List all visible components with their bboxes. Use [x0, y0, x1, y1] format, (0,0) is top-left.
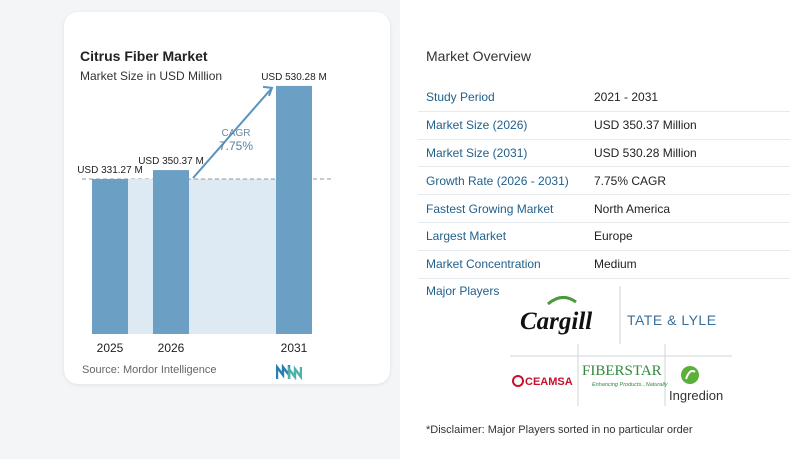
band-fill — [128, 179, 153, 334]
major-players-logos: Cargill TATE & LYLE CEAMSA FIBERSTAR Enh… — [510, 286, 732, 406]
metric-value: 2021 - 2031 — [594, 90, 659, 105]
chart-subtitle: Market Size in USD Million — [80, 69, 223, 83]
metric-label: Market Size (2026) — [426, 118, 528, 133]
cagr-label: CAGR — [222, 128, 251, 139]
bar-2026 — [153, 170, 189, 334]
chart-card: Citrus Fiber Market Market Size in USD M… — [64, 12, 390, 384]
fiberstar-tagline: Enhancing Products...Naturally — [592, 382, 669, 388]
source-note: Source: Mordor Intelligence — [82, 364, 217, 376]
x-tick-label: 2026 — [158, 341, 185, 355]
cagr-arrow — [192, 87, 273, 179]
metric-label: Growth Rate (2026 - 2031) — [426, 173, 569, 188]
tate-and-lyle-logo-text: TATE & LYLE — [627, 312, 717, 328]
cargill-logo: Cargill — [520, 296, 592, 335]
ceamsa-swirl-icon — [512, 375, 524, 387]
bar-2031 — [276, 85, 312, 334]
cargill-leaf-icon — [547, 296, 577, 306]
ceamsa-logo-text: CEAMSA — [525, 376, 573, 388]
overview-title: Market Overview — [426, 48, 532, 64]
metric-row: Market Size (2026) USD 350.37 Million — [418, 112, 790, 140]
metric-row: Study Period 2021 - 2031 — [418, 84, 790, 112]
metrics-table: Study Period 2021 - 2031 Market Size (20… — [418, 84, 790, 279]
metric-value: USD 530.28 Million — [594, 145, 697, 160]
metric-value: 7.75% CAGR — [594, 173, 667, 188]
bar-2025 — [92, 179, 128, 334]
metric-row: Largest Market Europe — [418, 223, 790, 251]
metric-label: Market Size (2031) — [426, 145, 528, 160]
metric-label: Largest Market — [426, 229, 507, 244]
ingredion-logo-text: Ingredion — [669, 388, 723, 403]
mordor-intelligence-logo-icon — [276, 364, 302, 380]
metric-label: Market Concentration — [426, 257, 541, 272]
metric-value: Europe — [594, 229, 633, 244]
tate-and-lyle-logo: TATE & LYLE — [627, 312, 717, 328]
metric-row: Growth Rate (2026 - 2031) 7.75% CAGR — [418, 167, 790, 196]
metric-row: Market Size (2031) USD 530.28 Million — [418, 140, 790, 168]
market-overview-panel: Market Overview Study Period 2021 - 2031… — [400, 0, 800, 459]
metric-value: USD 350.37 Million — [594, 118, 697, 133]
cagr-value: 7.75% — [219, 139, 253, 153]
bar-value-label: USD 530.28 M — [261, 72, 327, 83]
bar-value-label: USD 331.27 M — [77, 165, 143, 176]
cagr-band — [189, 179, 276, 334]
cargill-logo-text: Cargill — [520, 308, 592, 335]
metric-label: Study Period — [426, 90, 495, 105]
metric-label: Fastest Growing Market — [426, 201, 554, 216]
fiberstar-logo: FIBERSTAR Enhancing Products...Naturally — [582, 363, 669, 388]
x-tick-label: 2025 — [97, 341, 124, 355]
major-players-label: Major Players — [426, 284, 500, 298]
ceamsa-logo: CEAMSA — [512, 375, 573, 388]
cagr-arrow-head — [262, 85, 274, 97]
bar-value-label: USD 350.37 M — [138, 156, 204, 167]
x-tick-label: 2031 — [281, 341, 308, 355]
metric-row: Market Concentration Medium — [418, 251, 790, 279]
disclaimer: *Disclaimer: Major Players sorted in no … — [426, 424, 693, 436]
bars-group: USD 331.27 M 2025 USD 350.37 M 2026 USD 530.… — [77, 72, 327, 355]
chart-title: Citrus Fiber Market — [80, 48, 208, 64]
metric-row: Fastest Growing Market North America — [418, 195, 790, 223]
metric-value: Medium — [594, 257, 637, 272]
bar-chart: USD 331.27 M 2025 USD 350.37 M 2026 USD 530.… — [77, 72, 332, 355]
ingredion-logo: Ingredion — [669, 366, 723, 403]
ingredion-leaf-icon — [681, 366, 699, 384]
fiberstar-logo-text: FIBERSTAR — [582, 363, 662, 379]
metric-value: North America — [594, 201, 671, 216]
